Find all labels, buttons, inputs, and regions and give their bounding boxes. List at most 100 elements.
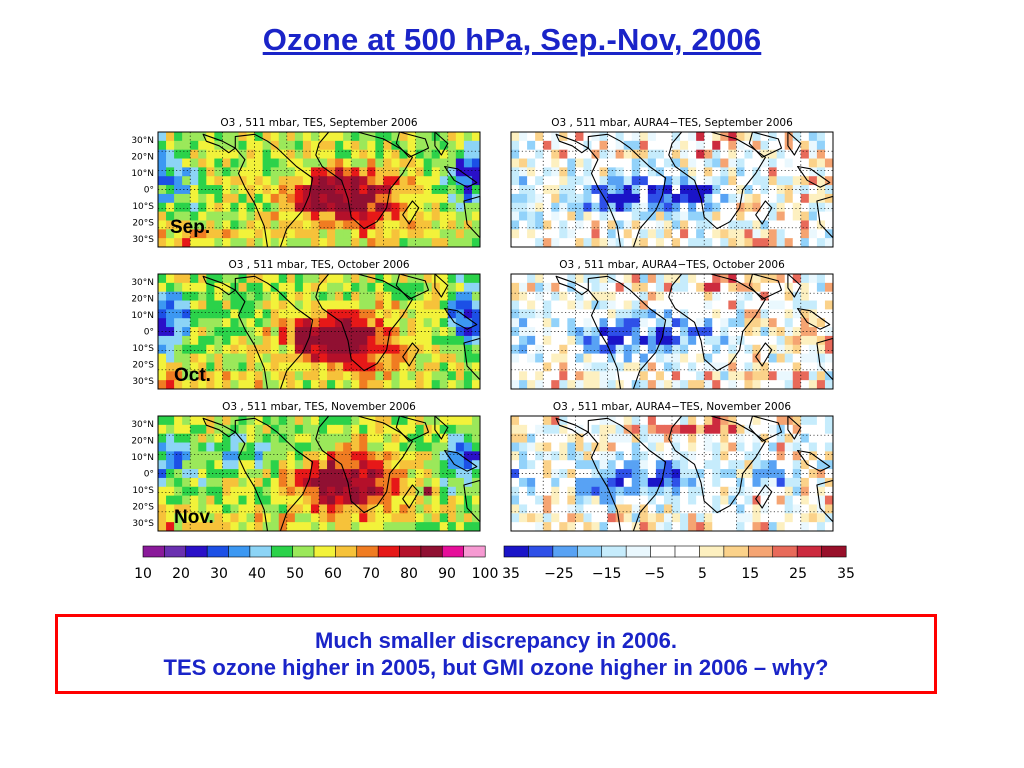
map-cell	[399, 442, 408, 452]
map-cell	[182, 504, 191, 514]
map-cell	[214, 132, 223, 142]
map-cell	[728, 335, 737, 346]
map-cell	[639, 309, 649, 319]
lat-label: 10°N	[131, 453, 154, 463]
map-cell	[808, 335, 818, 346]
map-cell	[335, 158, 344, 168]
map-cell	[760, 132, 769, 142]
map-cell	[214, 477, 223, 488]
map-cell	[696, 469, 705, 479]
map-cell	[623, 486, 633, 497]
map-cell	[198, 504, 207, 514]
map-cell	[784, 513, 794, 523]
map-cell	[816, 211, 826, 221]
map-cell	[182, 309, 191, 319]
map-cell	[383, 327, 392, 337]
map-cell	[190, 513, 199, 523]
map-cell	[776, 416, 786, 426]
lat-label: 30°S	[132, 519, 154, 529]
map-cell	[310, 513, 320, 523]
map-cell	[535, 451, 544, 461]
map-cell	[808, 211, 818, 221]
map-cell	[310, 380, 320, 390]
map-cell	[712, 486, 721, 497]
map-cell	[407, 132, 416, 142]
map-cell	[222, 353, 231, 363]
map-cell	[663, 238, 673, 248]
map-cell	[511, 167, 520, 177]
map-cell	[174, 132, 183, 142]
map-cell	[471, 495, 481, 505]
map-cell	[511, 318, 520, 328]
map-cell	[688, 220, 697, 230]
map-cell	[439, 371, 449, 381]
map-cell	[808, 486, 818, 497]
map-cell	[310, 176, 320, 186]
map-cell	[704, 220, 713, 230]
colorbar-tick-label: 30	[210, 566, 228, 582]
colorbar-tick-label: 15	[741, 566, 759, 582]
map-cell	[551, 193, 560, 204]
map-cell	[784, 380, 794, 390]
map-cell	[607, 220, 617, 230]
map-cell	[607, 460, 617, 470]
map-cell	[359, 513, 368, 523]
map-cell	[359, 149, 368, 159]
map-cell	[543, 318, 552, 328]
map-cell	[407, 176, 416, 186]
map-cell	[286, 193, 296, 204]
map-cell	[302, 433, 312, 443]
map-cell	[319, 504, 328, 514]
map-cell	[696, 167, 705, 177]
map-cell	[824, 193, 834, 204]
map-cell	[198, 344, 207, 355]
map-cell	[655, 495, 665, 505]
map-cell	[623, 282, 633, 293]
map-cell	[182, 149, 191, 159]
map-cell	[455, 274, 465, 284]
map-cell	[206, 380, 215, 390]
map-cell	[463, 460, 473, 470]
map-cell	[688, 318, 697, 328]
map-cell	[535, 335, 544, 346]
map-cell	[816, 167, 826, 177]
map-cell	[222, 335, 231, 346]
map-cell	[230, 211, 239, 221]
map-cell	[720, 371, 729, 381]
map-cell	[359, 167, 368, 177]
map-cell	[768, 495, 778, 505]
map-cell	[824, 309, 834, 319]
map-cell	[752, 149, 761, 159]
map-cell	[776, 380, 786, 390]
map-cell	[375, 185, 384, 195]
map-cell	[319, 442, 328, 452]
map-cell	[768, 513, 778, 523]
map-cell	[278, 185, 288, 195]
map-cell	[158, 335, 167, 346]
map-cell	[310, 495, 320, 505]
map-cell	[391, 202, 400, 213]
map-cell	[672, 229, 681, 239]
map-cell	[615, 335, 625, 346]
map-cell	[752, 176, 761, 186]
map-cell	[663, 300, 673, 310]
map-cell	[535, 274, 544, 284]
map-cell	[607, 282, 617, 293]
map-cell	[198, 513, 207, 523]
map-cell	[800, 380, 810, 390]
map-cell	[519, 442, 528, 452]
map-cell	[270, 149, 280, 159]
map-cell	[647, 353, 657, 363]
map-cell	[286, 451, 296, 461]
map-cell	[310, 282, 320, 293]
map-cell	[351, 309, 360, 319]
map-cell	[351, 416, 360, 426]
map-cell	[383, 416, 392, 426]
map-cell	[631, 522, 641, 532]
colorbar-tick-label: 40	[248, 566, 266, 582]
map-cell	[302, 522, 312, 532]
map-cell	[583, 318, 592, 328]
map-cell	[752, 318, 761, 328]
map-cell	[399, 416, 408, 426]
map-cell	[639, 513, 649, 523]
